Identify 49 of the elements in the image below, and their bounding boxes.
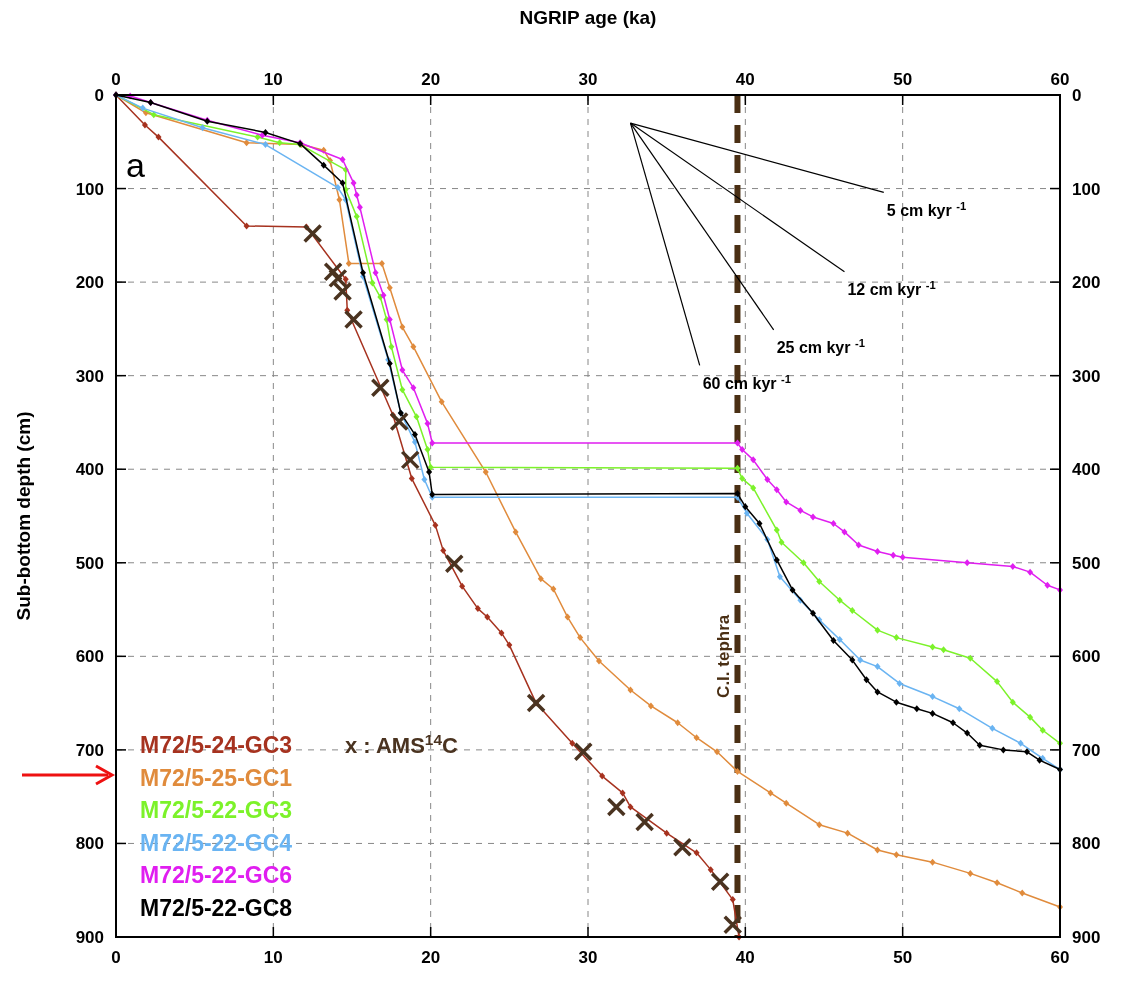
y2-tick-label: 800 bbox=[1072, 834, 1101, 854]
x-tick-label: 10 bbox=[263, 70, 283, 89]
text: M72/5-22-GC4 bbox=[140, 829, 293, 856]
y2-tick-label: 200 bbox=[1072, 273, 1101, 293]
annotation: 12 cm kyr $^{-1}$ bbox=[847, 279, 936, 299]
y-tick-label: 700 bbox=[75, 740, 104, 760]
y-tick-label: 200 bbox=[75, 273, 104, 293]
y-tick-label: 900 bbox=[75, 927, 104, 947]
x-tick-label: 20 bbox=[421, 70, 441, 89]
y2-tick-label: 500 bbox=[1072, 553, 1101, 573]
y-tick-label: 300 bbox=[75, 366, 104, 386]
x2-tick-label: 10 bbox=[263, 948, 283, 967]
x2-tick-label: 60 bbox=[1050, 948, 1070, 967]
ref-line-label: C.I. tephra bbox=[714, 614, 734, 698]
annotation: 60 cm kyr $^{-1}$ bbox=[702, 372, 791, 392]
y2-tick-label: 0 bbox=[1072, 85, 1082, 105]
y2-tick-label: 900 bbox=[1072, 927, 1101, 947]
y-axis-title: Sub-bottom depth (cm) bbox=[13, 411, 34, 621]
annotation: a bbox=[126, 145, 145, 184]
text: M72/5-22-GC3 bbox=[140, 797, 293, 824]
y-tick-label: 100 bbox=[75, 179, 104, 199]
text: M72/5-22-GC8 bbox=[140, 894, 293, 921]
x-tick-label: 40 bbox=[735, 70, 755, 89]
text: M72/5-25-GC1 bbox=[140, 764, 293, 791]
annotation: 25 cm kyr $^{-1}$ bbox=[776, 337, 865, 357]
y-tick-label: 600 bbox=[75, 647, 104, 667]
y-tick-label: 500 bbox=[75, 553, 104, 573]
y2-tick-label: 400 bbox=[1072, 460, 1101, 480]
y2-tick-label: 700 bbox=[1072, 740, 1101, 760]
y2-tick-label: 600 bbox=[1072, 647, 1101, 667]
x2-tick-label: 20 bbox=[421, 948, 441, 967]
x-tick-label: 50 bbox=[893, 70, 913, 89]
x2-axis-title: NGRIP age (ka) bbox=[519, 7, 657, 28]
x2-tick-label: 50 bbox=[893, 948, 913, 967]
x2-tick-label: 0 bbox=[111, 948, 121, 967]
y2-tick-label: 300 bbox=[1072, 366, 1101, 386]
annotation: x : AMS$^{14}$C bbox=[345, 730, 458, 758]
y-tick-label: 400 bbox=[75, 460, 104, 480]
text: M72/5-24-GC3 bbox=[140, 732, 293, 759]
y-tick-label: 0 bbox=[94, 85, 104, 105]
y2-tick-label: 100 bbox=[1072, 179, 1101, 199]
x-tick-label: 60 bbox=[1050, 70, 1070, 89]
y-tick-label: 800 bbox=[75, 834, 104, 854]
x2-tick-label: 30 bbox=[578, 948, 598, 967]
x2-tick-label: 40 bbox=[735, 948, 755, 967]
x-tick-label: 30 bbox=[578, 70, 598, 89]
text: M72/5-22-GC6 bbox=[140, 862, 293, 889]
annotation: 5 cm kyr $^{-1}$ bbox=[886, 199, 967, 219]
x-tick-label: 0 bbox=[111, 70, 121, 89]
